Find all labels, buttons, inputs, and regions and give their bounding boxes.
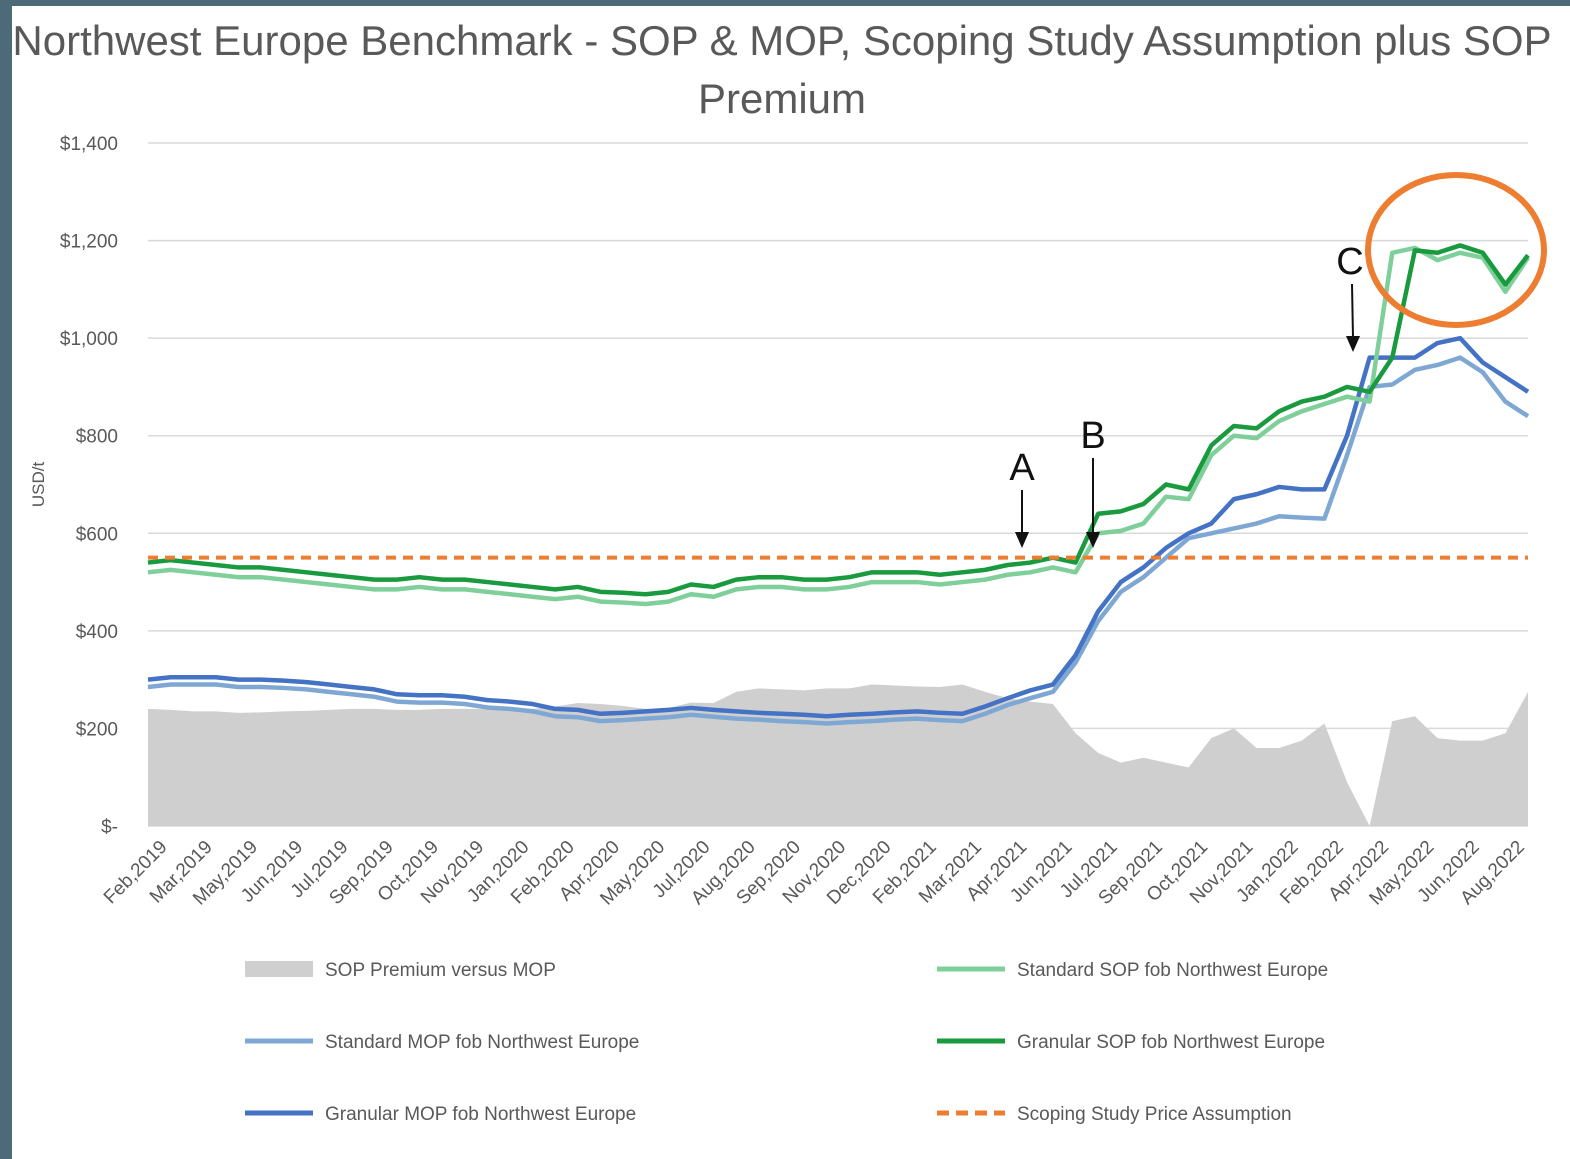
area: [148, 685, 1528, 826]
highlight-circle: [1368, 175, 1544, 325]
y-tick-label: $-: [101, 817, 118, 838]
legend-label: Standard MOP fob Northwest Europe: [325, 1032, 639, 1053]
y-tick-label: $600: [76, 524, 118, 545]
y-axis-label: USD/t: [29, 462, 48, 508]
y-tick-label: $400: [76, 622, 118, 643]
legend-label: Scoping Study Price Assumption: [1017, 1104, 1292, 1125]
y-tick-label: $200: [76, 719, 118, 740]
annotation: C: [1336, 241, 1363, 283]
y-tick-label: $800: [76, 427, 118, 448]
legend-label: Granular MOP fob Northwest Europe: [325, 1104, 636, 1125]
legend-label: Granular SOP fob Northwest Europe: [1017, 1032, 1325, 1053]
annotation-arrow: [1352, 284, 1353, 338]
legend-label: SOP Premium versus MOP: [325, 960, 556, 981]
line: [148, 245, 1528, 594]
y-tick-label: $1,000: [60, 329, 118, 350]
arrow-head: [1346, 336, 1360, 352]
line: [148, 338, 1528, 716]
annotation: B: [1080, 415, 1105, 457]
annotation: A: [1009, 447, 1035, 489]
page: Northwest Europe Benchmark - SOP & MOP, …: [0, 0, 1570, 1159]
arrow-head: [1015, 532, 1029, 548]
chart: $- $200 $400 $600 $800 $1,000 $1,200 $1,400 USD/…: [0, 0, 1570, 1159]
legend-swatch: [245, 961, 313, 977]
y-tick-label: $1,200: [60, 232, 118, 253]
legend-label: Standard SOP fob Northwest Europe: [1017, 960, 1328, 981]
y-tick-label: $1,400: [60, 134, 118, 155]
line: [148, 358, 1528, 724]
line: [148, 248, 1528, 604]
